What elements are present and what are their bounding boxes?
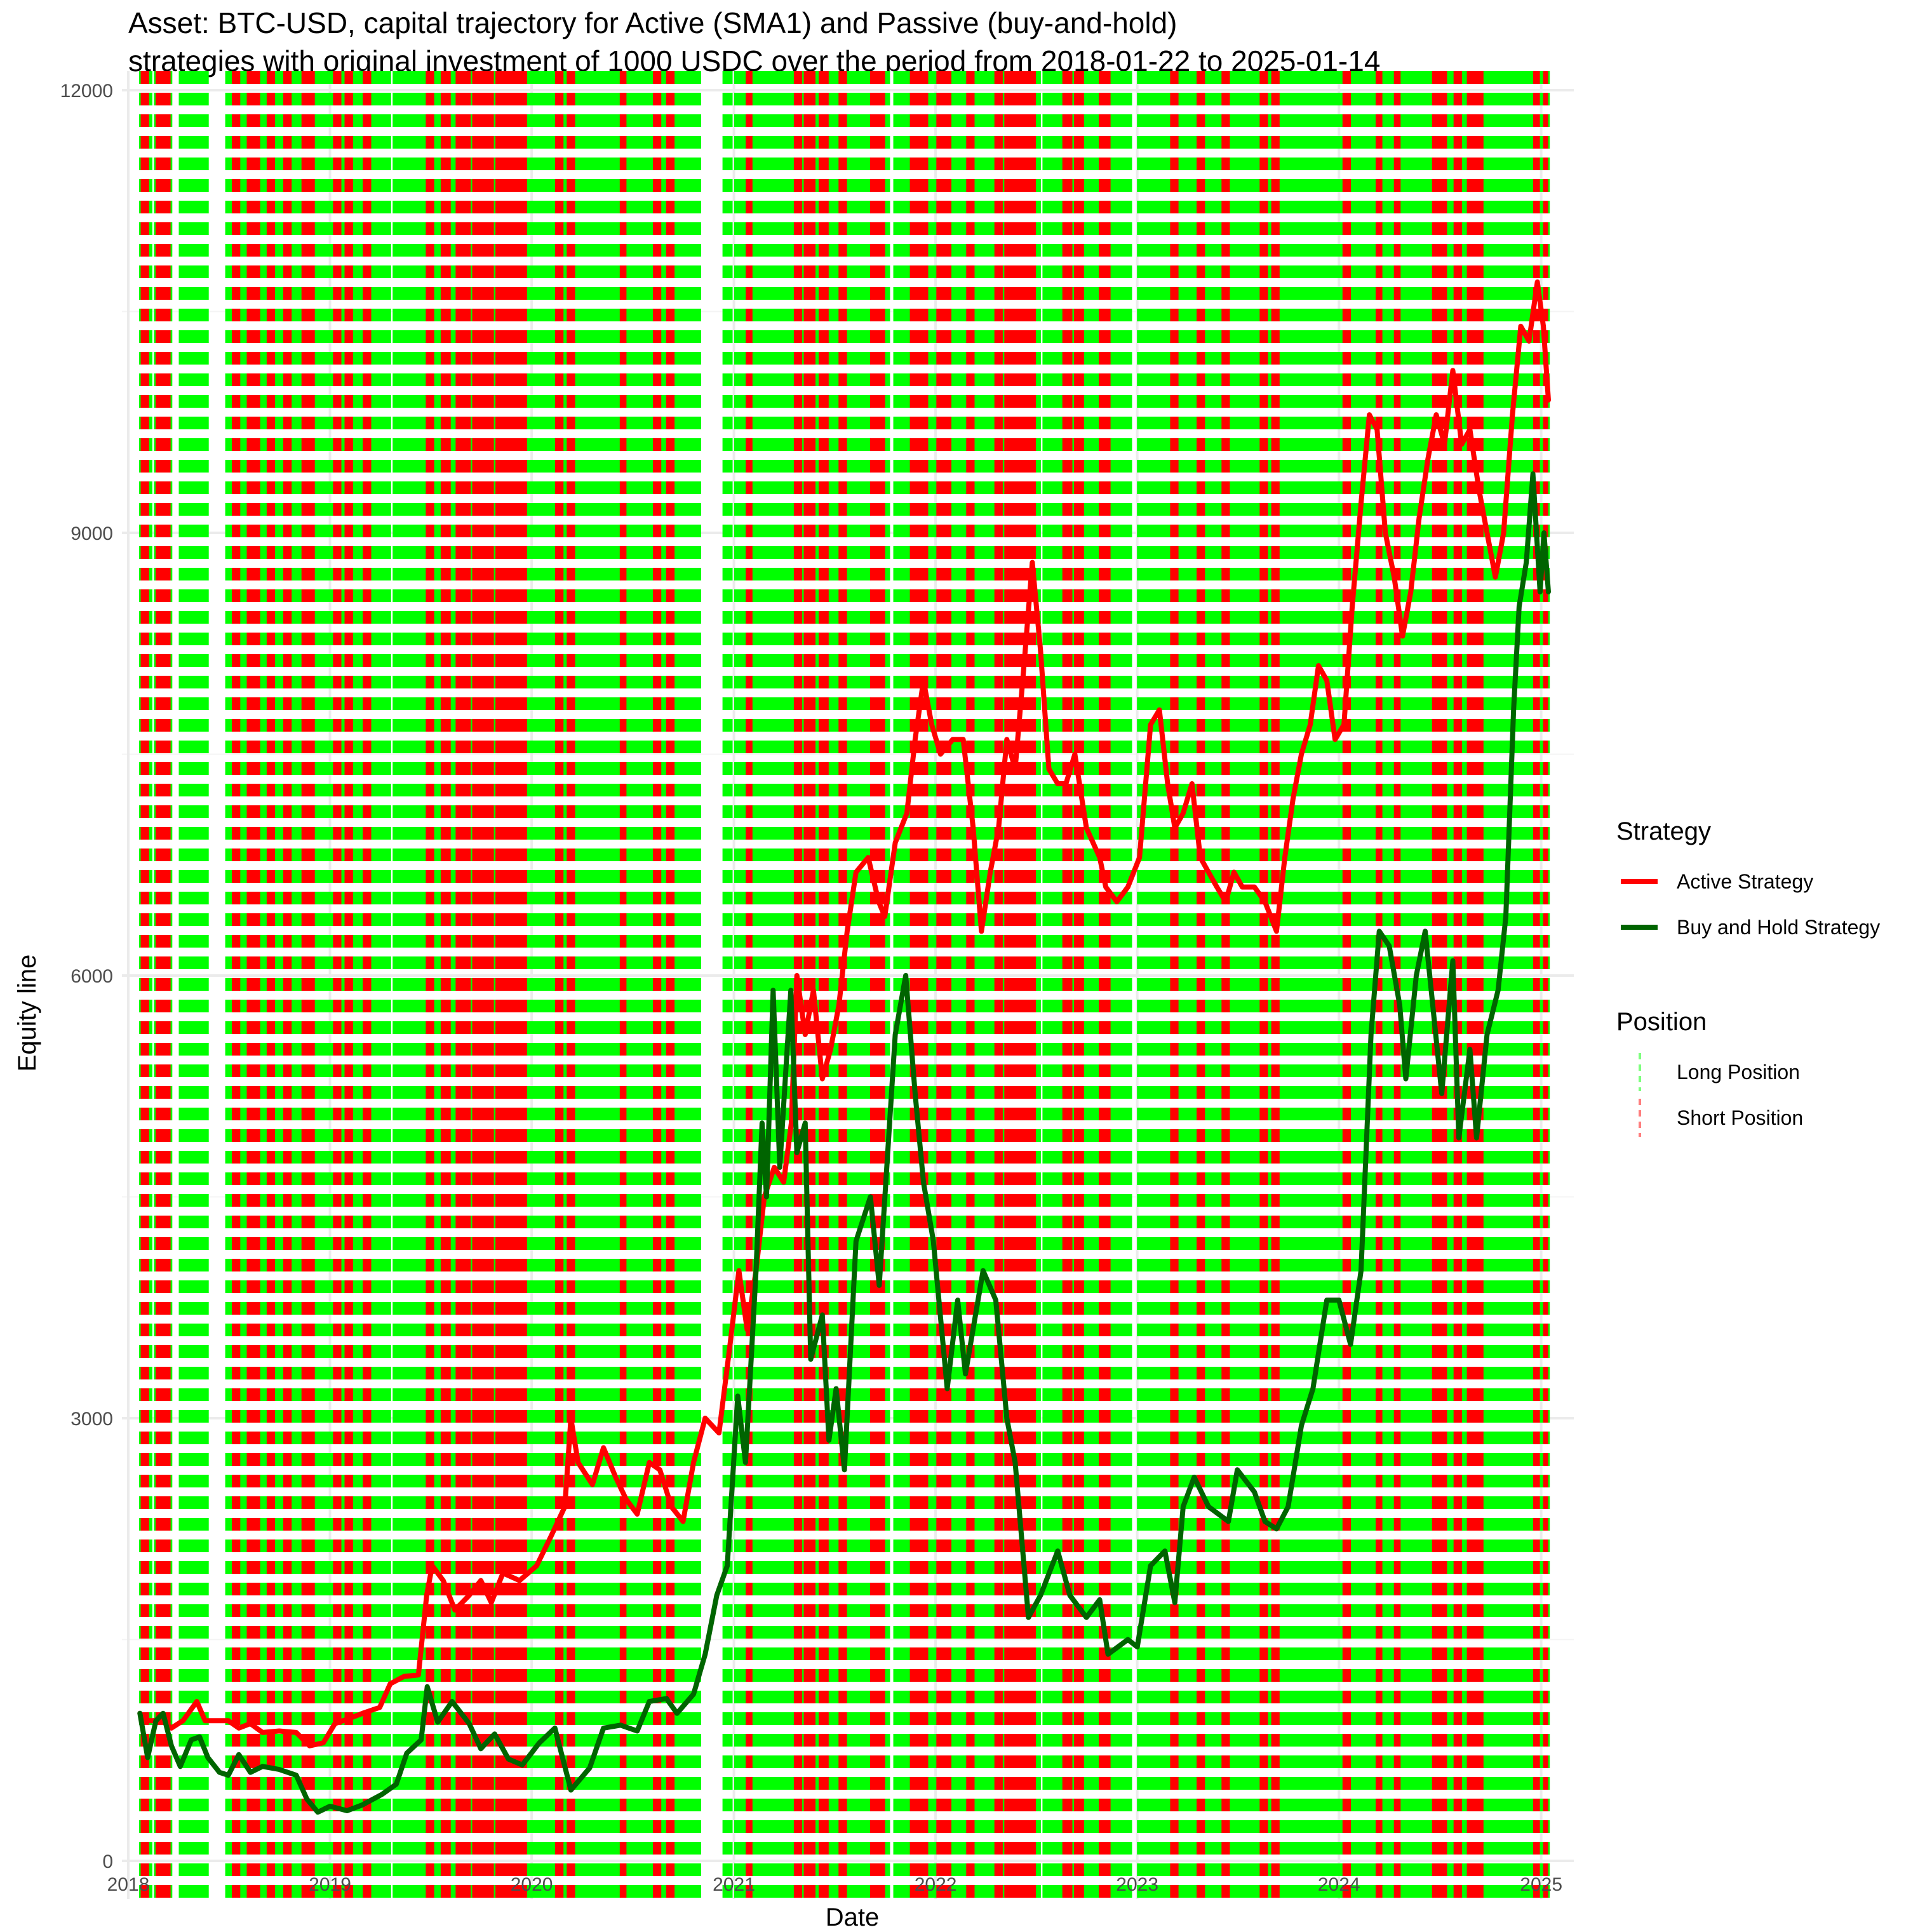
series-lines <box>137 279 1551 1815</box>
active-strategy-line <box>137 279 1551 1748</box>
short-position-lines <box>140 71 1548 1899</box>
y-axis-ticks: 0 3000 6000 9000 12000 <box>60 81 113 1872</box>
legend-buy-hold-label: Buy and Hold Strategy <box>1677 916 1880 939</box>
x-axis-ticks: 2018 2019 2020 2021 2022 2023 2024 2025 <box>107 1874 1562 1895</box>
x-tick-label: 2021 <box>713 1874 755 1895</box>
x-tick-label: 2019 <box>309 1874 351 1895</box>
legend: Strategy Position Active Strategy Buy and… <box>1616 817 1880 1137</box>
x-tick-label: 2024 <box>1318 1874 1360 1895</box>
y-tick-label: 0 <box>102 1851 113 1872</box>
x-axis-title: Date <box>826 1903 880 1931</box>
legend-active-label: Active Strategy <box>1677 870 1813 893</box>
x-tick-label: 2020 <box>511 1874 553 1895</box>
y-axis-title: Equity line <box>13 955 41 1072</box>
legend-position-title: Position <box>1616 1008 1707 1036</box>
x-tick-label: 2025 <box>1520 1874 1562 1895</box>
buy-and-hold-strategy-line <box>137 471 1551 1815</box>
position-bands <box>138 71 1550 1899</box>
legend-long-label: Long Position <box>1677 1061 1800 1083</box>
y-tick-label: 9000 <box>70 523 113 544</box>
y-tick-label: 3000 <box>70 1409 113 1430</box>
chart-title-line-1: Asset: BTC-USD, capital trajectory for A… <box>128 6 1177 39</box>
y-tick-label: 6000 <box>70 966 113 987</box>
x-tick-label: 2022 <box>915 1874 957 1895</box>
legend-short-label: Short Position <box>1677 1106 1803 1129</box>
x-tick-label: 2023 <box>1116 1874 1158 1895</box>
legend-strategy-title: Strategy <box>1616 817 1711 845</box>
x-tick-label: 2018 <box>107 1874 150 1895</box>
y-tick-label: 12000 <box>60 81 113 102</box>
